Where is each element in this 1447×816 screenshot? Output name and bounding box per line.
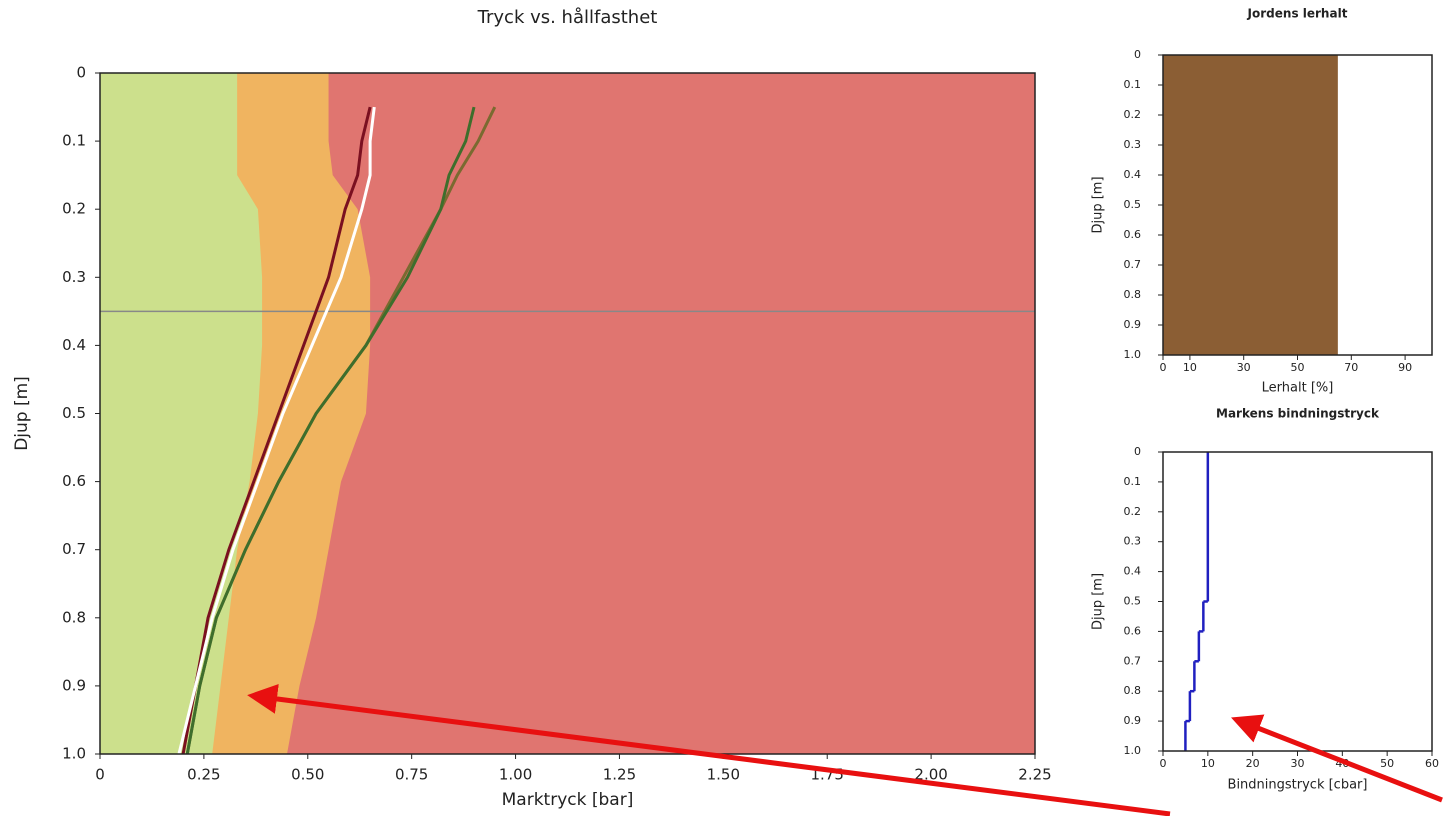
y-tick-label: 0.1 [1124, 78, 1142, 91]
x-tick-label: 10 [1201, 757, 1215, 770]
y-tick-label: 0.7 [62, 540, 86, 558]
chart-title: Jordens lerhalt [1247, 7, 1348, 21]
y-tick-label: 0.9 [1124, 318, 1142, 331]
y-axis-label: Djup [m] [1091, 573, 1106, 630]
chart-title: Tryck vs. hållfasthet [477, 7, 658, 28]
x-tick-label: 30 [1291, 757, 1305, 770]
y-tick-label: 0 [1134, 445, 1141, 458]
y-tick-label: 0.3 [1124, 138, 1142, 151]
x-tick-label: 90 [1398, 361, 1412, 374]
annotation-arrow [1231, 714, 1443, 803]
x-tick-label: 20 [1246, 757, 1260, 770]
y-tick-label: 0.1 [62, 132, 86, 150]
x-tick-label: 0.75 [395, 766, 428, 784]
x-tick-label: 60 [1425, 757, 1439, 770]
x-tick-label: 50 [1380, 757, 1394, 770]
x-tick-label: 1.25 [603, 766, 636, 784]
profile-line [185, 106, 476, 755]
y-tick-label: 0.5 [1124, 595, 1142, 608]
x-tick-label: 0.50 [291, 766, 324, 784]
x-tick-label: 0.25 [187, 766, 220, 784]
y-tick-label: 0.6 [1124, 624, 1142, 637]
y-tick-label: 0.8 [62, 608, 86, 626]
y-tick-label: 1.0 [1124, 744, 1142, 757]
x-tick-label: 70 [1344, 361, 1358, 374]
x-tick-label: 2.25 [1018, 766, 1051, 784]
x-tick-label: 30 [1237, 361, 1251, 374]
y-tick-label: 0.6 [1124, 228, 1142, 241]
y-tick-label: 0.9 [1124, 714, 1142, 727]
y-tick-label: 0.2 [62, 200, 86, 218]
y-tick-label: 0 [1134, 48, 1141, 61]
y-axis-label: Djup [m] [12, 376, 32, 451]
y-tick-label: 1.0 [1124, 348, 1142, 361]
y-tick-label: 0.2 [1124, 505, 1142, 518]
profile-line [177, 106, 376, 755]
y-tick-label: 0.4 [1124, 168, 1142, 181]
profile-line [181, 106, 372, 755]
y-tick-label: 0 [76, 64, 86, 82]
y-tick-label: 0.6 [62, 472, 86, 490]
x-axis-label: Bindningstryck [cbar] [1228, 778, 1368, 793]
y-tick-label: 0.4 [62, 336, 86, 354]
y-axis-label: Djup [m] [1091, 176, 1106, 233]
y-tick-label: 1.0 [62, 745, 86, 763]
y-tick-label: 0.8 [1124, 288, 1142, 301]
y-tick-label: 0.5 [62, 404, 86, 422]
y-tick-label: 0.8 [1124, 684, 1142, 697]
charts: Tryck vs. hållfasthet Marktryck [bar] Djup… [12, 7, 1439, 811]
y-tick-label: 0.5 [1124, 198, 1142, 211]
y-tick-label: 0.9 [62, 676, 86, 694]
y-tick-label: 0.4 [1124, 565, 1142, 578]
y-tick-label: 0.3 [62, 268, 86, 286]
bar [1163, 55, 1338, 355]
chart-title: Markens bindningstryck [1216, 407, 1380, 421]
x-tick-label: 10 [1183, 361, 1197, 374]
y-tick-label: 0.7 [1124, 258, 1142, 271]
x-tick-label: 0 [1160, 757, 1167, 770]
x-axis-label: Marktryck [bar] [502, 790, 634, 810]
x-tick-label: 0 [1160, 361, 1167, 374]
x-tick-label: 1.00 [499, 766, 532, 784]
x-tick-label: 50 [1291, 361, 1305, 374]
y-tick-label: 0.2 [1124, 108, 1142, 121]
x-tick-label: 0 [95, 766, 105, 784]
x-tick-label: 1.50 [707, 766, 740, 784]
annotation-arrow [247, 684, 1171, 816]
x-axis-label: Lerhalt [%] [1262, 381, 1334, 396]
x-tick-label: 2.00 [914, 766, 947, 784]
y-tick-label: 0.1 [1124, 475, 1142, 488]
y-tick-label: 0.7 [1124, 654, 1142, 667]
y-tick-label: 0.3 [1124, 535, 1142, 548]
